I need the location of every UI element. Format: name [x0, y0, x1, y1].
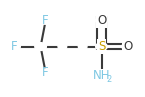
- Text: F: F: [42, 14, 49, 27]
- Text: F: F: [11, 40, 18, 53]
- Circle shape: [9, 43, 20, 50]
- Text: O: O: [123, 40, 132, 53]
- Circle shape: [96, 43, 107, 50]
- Circle shape: [40, 69, 51, 77]
- Circle shape: [94, 71, 109, 81]
- Circle shape: [58, 44, 67, 49]
- Text: 2: 2: [107, 75, 112, 84]
- Text: O: O: [97, 14, 106, 27]
- Circle shape: [78, 44, 87, 49]
- Text: S: S: [98, 40, 105, 53]
- Circle shape: [40, 16, 51, 24]
- Text: F: F: [42, 66, 49, 79]
- Circle shape: [96, 16, 107, 24]
- Circle shape: [122, 43, 133, 50]
- Circle shape: [35, 43, 46, 50]
- Text: NH: NH: [93, 69, 110, 82]
